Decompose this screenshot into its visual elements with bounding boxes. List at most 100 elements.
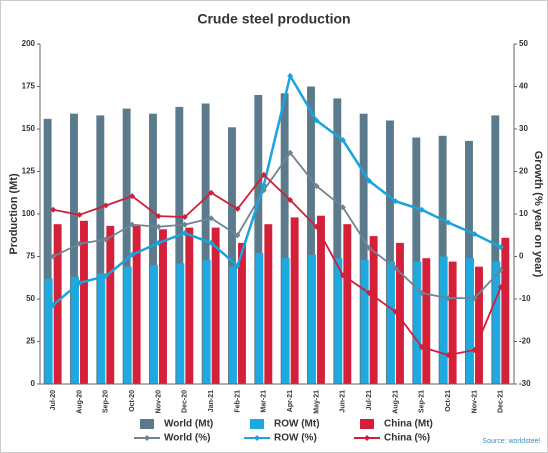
marker (287, 72, 294, 79)
y2-tick-label: 10 (519, 209, 528, 218)
bar (53, 224, 62, 384)
bar (123, 266, 132, 384)
y2-tick-label: 0 (519, 252, 524, 261)
bar (413, 261, 422, 384)
marker (260, 182, 267, 189)
bar (44, 278, 53, 384)
y-tick-label: 175 (22, 82, 36, 91)
marker (287, 196, 294, 203)
y2-tick-label: 30 (519, 124, 528, 133)
marker (50, 253, 57, 260)
line (52, 72, 502, 306)
x-tick-label: Jul-20 (50, 390, 57, 410)
bar (501, 237, 510, 384)
marker (234, 205, 241, 212)
marker (497, 244, 504, 251)
marker (155, 213, 162, 220)
bar (80, 220, 88, 384)
bar (176, 263, 185, 384)
bar (43, 118, 52, 385)
y2-tick-label: 20 (519, 167, 528, 176)
line (52, 173, 502, 357)
marker (418, 290, 425, 297)
y-tick-label: 50 (26, 294, 35, 303)
bar (360, 259, 369, 384)
y-tick-label: 75 (26, 252, 35, 261)
marker (50, 206, 57, 213)
marker (102, 202, 109, 209)
marker (76, 279, 83, 286)
legend-label: China (Mt) (384, 419, 433, 430)
marker (392, 198, 399, 205)
bar (448, 261, 457, 384)
legend-label: China (%) (384, 433, 430, 444)
x-tick-label: Dec-20 (182, 390, 189, 413)
marker (471, 347, 478, 353)
marker (471, 295, 478, 302)
marker (497, 267, 504, 274)
marker (76, 240, 83, 247)
x-tick-label: Sep-20 (103, 390, 110, 413)
x-tick-label: Sep-21 (419, 390, 426, 413)
bar (343, 224, 352, 384)
x-tick-label: May-21 (313, 390, 320, 414)
bar (307, 86, 315, 384)
marker (339, 137, 346, 144)
bar (71, 276, 79, 384)
legend-swatch (360, 419, 374, 429)
bar (492, 261, 501, 384)
marker (181, 230, 188, 237)
bar (308, 254, 316, 384)
bar (254, 95, 263, 384)
y2-tick-label: -20 (519, 337, 531, 346)
bar (281, 258, 290, 384)
marker (208, 239, 215, 246)
bar (439, 256, 448, 384)
bar (359, 113, 368, 384)
legend-label: World (%) (164, 433, 210, 444)
legend-swatch (250, 419, 264, 429)
x-tick-label: Jan-21 (208, 390, 215, 412)
y2-tick-label: -30 (519, 379, 531, 388)
bar (387, 261, 395, 384)
bar (491, 115, 500, 385)
marker (471, 230, 478, 237)
bar (412, 137, 421, 384)
bar (106, 225, 115, 384)
bar (70, 113, 78, 384)
y2-axis-title: Growth (% year on year) (532, 151, 544, 278)
bar (317, 215, 325, 384)
x-tick-label: Aug-20 (76, 390, 83, 414)
x-tick-label: Oct-20 (129, 390, 136, 412)
marker (313, 182, 320, 189)
marker (445, 295, 452, 302)
marker (129, 193, 136, 200)
bar (238, 242, 246, 384)
x-tick-label: Nov-20 (155, 390, 162, 413)
legend-marker (364, 435, 370, 441)
chart-title: Crude steel production (197, 11, 350, 27)
bar (228, 127, 236, 385)
y2-tick-label: 40 (519, 82, 528, 91)
bar (185, 227, 194, 384)
bar (229, 266, 237, 384)
bar (466, 258, 474, 384)
marker (208, 189, 215, 196)
x-tick-label: Jun-21 (340, 390, 347, 413)
marker (208, 215, 215, 222)
marker (129, 221, 136, 228)
bar (96, 115, 105, 385)
bar (334, 258, 343, 384)
y-tick-label: 0 (31, 379, 36, 388)
marker (181, 213, 188, 220)
legend-label: World (Mt) (164, 419, 213, 430)
x-tick-label: Mar-21 (261, 390, 268, 413)
marker (366, 290, 373, 297)
marker (102, 273, 109, 280)
marker (366, 245, 373, 251)
marker (392, 308, 399, 315)
y-tick-label: 25 (26, 337, 35, 346)
marker (418, 344, 425, 351)
